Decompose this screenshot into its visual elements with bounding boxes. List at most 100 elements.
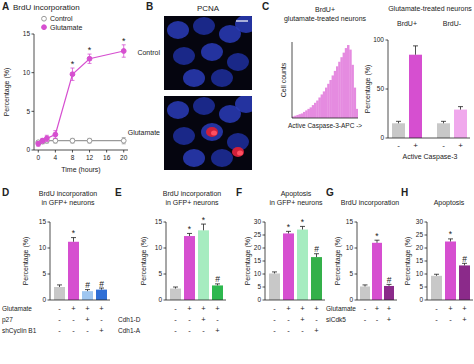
condition-label: Glutamate: [2, 305, 32, 312]
condition-value: -: [86, 326, 89, 335]
y-tick: [48, 274, 51, 275]
hist-bar: [356, 109, 358, 118]
error-bar: [45, 135, 49, 141]
annotation: #: [215, 274, 220, 284]
x-tick-label: 8: [71, 154, 75, 161]
error-bar: [413, 46, 418, 55]
y-tick-label: 15: [23, 30, 31, 37]
y-tick-label: 0: [158, 296, 162, 303]
condition-value: +: [314, 304, 319, 313]
panel-letter: D: [2, 187, 9, 198]
annotation: *: [287, 222, 291, 232]
annotation: *: [88, 45, 92, 55]
annotation: *: [202, 215, 206, 225]
bar: [212, 285, 223, 300]
plot: [431, 239, 470, 300]
condition-label: Glutamate: [326, 305, 356, 312]
hist-bar: [303, 112, 306, 118]
condition-value: -: [202, 326, 205, 335]
error-bar: [57, 285, 62, 287]
marker: [44, 136, 49, 141]
hist-bar: [321, 94, 324, 118]
line: [38, 51, 123, 144]
x-tick: [123, 150, 124, 153]
condition-value: +: [215, 326, 220, 335]
x-tick-label: 12: [86, 154, 94, 161]
plot: [392, 46, 467, 138]
x-axis: [166, 300, 226, 301]
hist-bar: [312, 105, 315, 118]
y-axis-label: Percentage (%): [244, 237, 252, 286]
nucleus: [167, 101, 189, 119]
annotation: *: [122, 36, 126, 46]
bar: [445, 242, 456, 301]
hist-bar: [327, 84, 330, 118]
x-axis: [357, 300, 397, 301]
y-axis: [34, 34, 35, 150]
x-tick-label: 0: [36, 154, 40, 161]
x-tick-label: -: [442, 141, 445, 150]
x-axis: [388, 138, 470, 139]
y-tick: [425, 300, 428, 301]
bar: [459, 265, 470, 300]
y-tick-label: 10: [23, 69, 31, 76]
error-bar: [41, 139, 45, 144]
y-tick-label: 10: [416, 270, 424, 277]
condition-value: -: [315, 315, 318, 324]
pcna-signal: [206, 127, 218, 137]
nucleus: [193, 97, 215, 115]
condition-value: +: [85, 315, 90, 324]
panel-letter: C: [262, 1, 269, 12]
hist-bar: [307, 109, 310, 118]
panel-letter: E: [115, 187, 122, 198]
marker: [36, 141, 41, 146]
bar: [384, 286, 394, 300]
condition-value: +: [462, 304, 467, 313]
condition-value: -: [100, 315, 103, 324]
nucleus: [235, 96, 252, 113]
error-bar: [458, 107, 463, 110]
y-tick: [164, 274, 167, 275]
title: in GFP+ neurons: [269, 199, 323, 206]
bar: [392, 123, 405, 138]
y-tick-label: 15: [39, 218, 47, 225]
title: BrdU incorporation: [13, 3, 80, 12]
y-tick-label: 10: [39, 244, 47, 251]
y-tick-label: 0: [380, 134, 384, 141]
image-label: Glutamate: [128, 129, 160, 136]
condition-value: -: [449, 315, 452, 324]
pcna-signal: [211, 131, 217, 136]
y-tick: [32, 111, 35, 112]
error-bar: [70, 138, 74, 143]
y-tick-label: 15: [155, 218, 163, 225]
panel-letter: B: [146, 1, 153, 12]
x-tick-label: 4: [54, 154, 58, 161]
nucleus: [227, 53, 249, 71]
error-bar: [88, 54, 92, 63]
annotation: *: [449, 229, 453, 239]
y-tick: [263, 300, 266, 301]
x-tick: [72, 150, 73, 153]
annotation: #: [387, 275, 392, 285]
hist-bar: [349, 50, 352, 118]
error-bar: [396, 121, 401, 123]
y-tick: [48, 248, 51, 249]
bar: [311, 257, 322, 300]
y-tick: [263, 235, 266, 236]
error-bar: [173, 287, 178, 289]
y-tick: [425, 261, 428, 262]
x-axis: [34, 150, 128, 151]
hist-bar: [305, 110, 308, 118]
y-tick-label: 30: [254, 218, 262, 225]
y-tick: [263, 274, 266, 275]
nucleus: [211, 149, 233, 167]
x-tick-label: +: [458, 141, 463, 150]
y-tick-label: 15: [254, 257, 262, 264]
condition-value: -: [364, 304, 367, 313]
condition-value: -: [174, 304, 177, 313]
y-tick-label: 10: [155, 244, 163, 251]
annotation: *: [301, 217, 305, 227]
bar: [431, 276, 442, 300]
condition-value: +: [215, 304, 220, 313]
condition-value: -: [273, 315, 276, 324]
